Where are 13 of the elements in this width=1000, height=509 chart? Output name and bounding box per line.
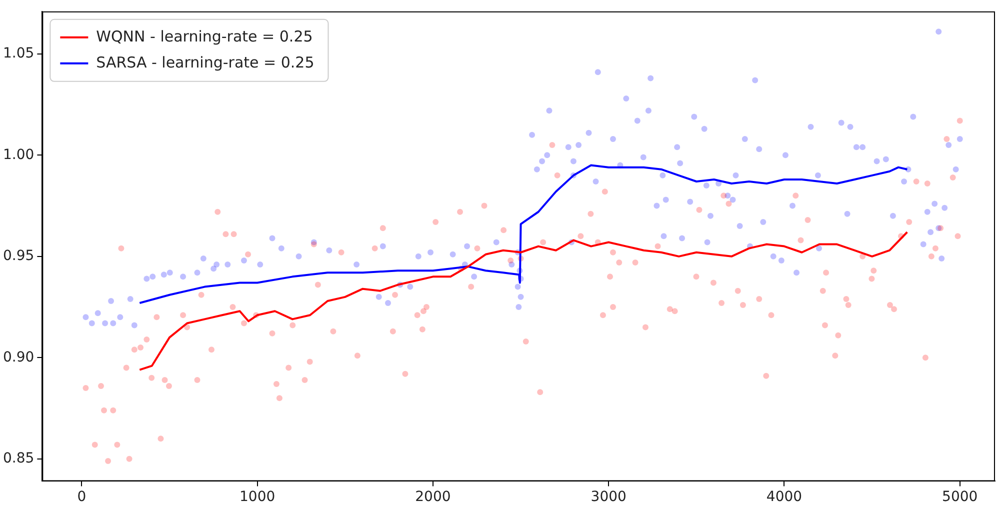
y-tick-label: 1.00 xyxy=(3,146,34,163)
y-tick-label: 0.85 xyxy=(3,450,34,467)
x-tick-label: 2000 xyxy=(415,489,451,506)
x-tick-label: 5000 xyxy=(942,489,978,506)
x-tick-label: 3000 xyxy=(590,489,626,506)
y-tick-label: 1.05 xyxy=(3,46,34,62)
x-tick-label: 4000 xyxy=(766,489,802,506)
legend-label: WQNN - learning-rate = 0.25 xyxy=(96,27,313,46)
x-tick-label: 1000 xyxy=(240,489,276,506)
legend-label: SARSA - learning-rate = 0.25 xyxy=(96,53,314,72)
x-tick-label: 0 xyxy=(77,489,86,506)
y-tick-label: 0.90 xyxy=(3,349,34,366)
y-tick-label: 0.95 xyxy=(3,248,34,264)
